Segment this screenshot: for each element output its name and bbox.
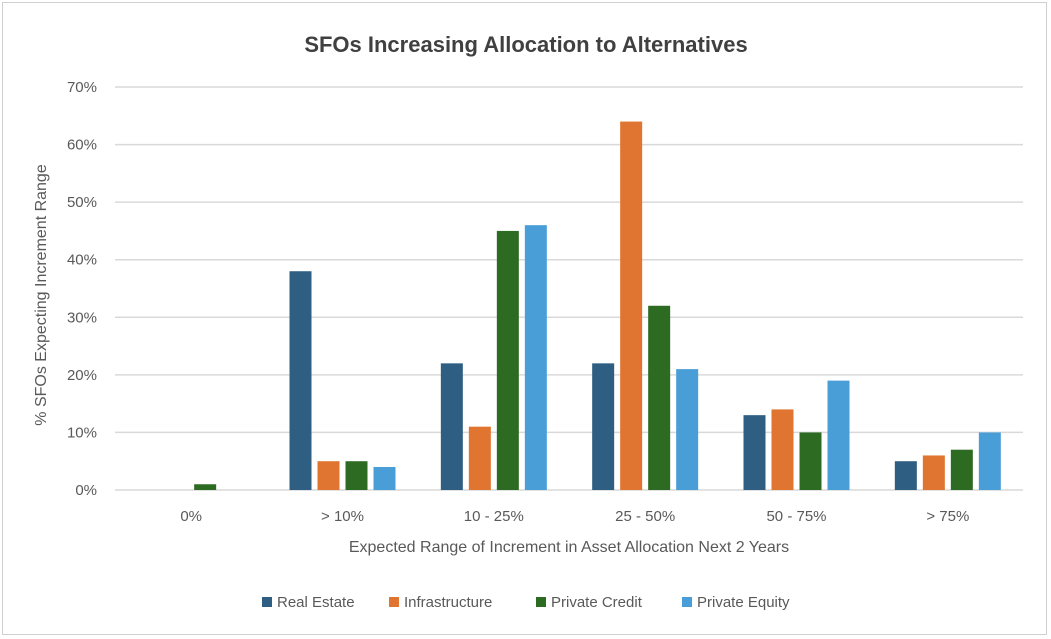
legend-label: Real Estate — [277, 594, 355, 611]
bar-real-estate — [894, 461, 917, 490]
y-tick-label: 60% — [67, 137, 97, 154]
y-tick-label: 0% — [75, 482, 97, 499]
bar-private-credit — [496, 230, 519, 490]
bar-infrastructure — [620, 121, 643, 491]
x-tick-label: 10 - 25% — [464, 508, 524, 525]
bar-infrastructure — [317, 461, 340, 490]
legend-swatch — [389, 597, 399, 607]
bar-private-equity — [676, 369, 699, 490]
x-tick-label: 0% — [180, 508, 202, 525]
bar-real-estate — [440, 363, 463, 490]
legend-label: Private Credit — [551, 594, 643, 611]
bar-private-equity — [373, 466, 396, 490]
bar-infrastructure — [468, 426, 491, 490]
x-tick-label: > 75% — [926, 508, 969, 525]
y-tick-label: 50% — [67, 194, 97, 211]
bar-private-credit — [799, 432, 822, 490]
y-axis-label: % SFOs Expecting Increment Range — [33, 164, 50, 426]
x-tick-label: > 10% — [321, 508, 364, 525]
x-axis-label: Expected Range of Increment in Asset All… — [349, 539, 789, 556]
y-tick-label: 30% — [67, 309, 97, 326]
legend-swatch — [262, 597, 272, 607]
y-tick-label: 20% — [67, 367, 97, 384]
bar-infrastructure — [922, 455, 945, 490]
y-tick-label: 70% — [67, 79, 97, 96]
bar-private-credit — [950, 449, 973, 490]
legend-swatch — [682, 597, 692, 607]
legend-swatch — [536, 597, 546, 607]
bar-private-equity — [827, 380, 850, 490]
bar-private-credit — [194, 484, 217, 490]
bar-real-estate — [743, 415, 766, 490]
legend-label: Private Equity — [697, 594, 790, 611]
x-tick-label: 25 - 50% — [615, 508, 675, 525]
y-tick-label: 40% — [67, 252, 97, 269]
bar-private-credit — [345, 461, 368, 490]
bar-infrastructure — [771, 409, 794, 490]
bar-real-estate — [592, 363, 615, 490]
bar-private-credit — [648, 305, 671, 490]
legend-label: Infrastructure — [404, 594, 492, 611]
bar-private-equity — [978, 432, 1001, 490]
bar-private-equity — [524, 225, 547, 490]
y-tick-label: 10% — [67, 424, 97, 441]
chart-title: SFOs Increasing Allocation to Alternativ… — [304, 32, 747, 57]
x-tick-label: 50 - 75% — [766, 508, 826, 525]
bar-real-estate — [289, 271, 312, 490]
